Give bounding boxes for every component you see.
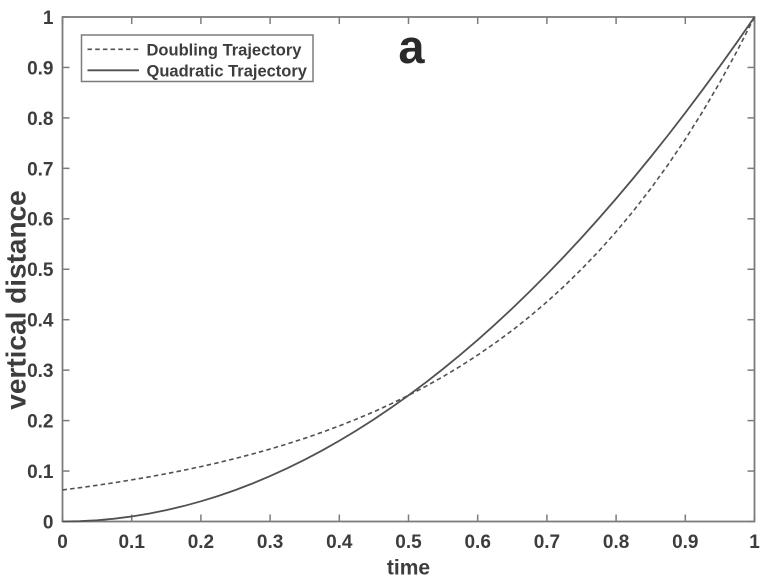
y-tick-label: 0.1 bbox=[27, 462, 54, 483]
y-tick-label: 0 bbox=[43, 512, 54, 533]
series-line-solid bbox=[62, 16, 756, 523]
y-tick-labels: 0 0.1 0.2 0.3 0.4 0.5 0.6 0.7 0.8 0.9 1 bbox=[27, 8, 54, 534]
x-tick-label: 0.8 bbox=[603, 532, 629, 553]
data-series bbox=[62, 16, 756, 523]
legend-box bbox=[80, 34, 314, 83]
panel-annotation: a bbox=[398, 20, 425, 73]
plot-border bbox=[61, 16, 756, 523]
y-tick-label: 0.2 bbox=[27, 412, 53, 433]
legend-label-quadratic: Quadratic Trajectory bbox=[147, 62, 308, 80]
x-tick-label: 1 bbox=[749, 532, 760, 553]
legend-label-doubling: Doubling Trajectory bbox=[147, 41, 303, 59]
x-tick-label: 0.7 bbox=[534, 532, 560, 553]
y-tick-label: 0.9 bbox=[27, 58, 53, 79]
y-tick-label: 0.5 bbox=[27, 260, 54, 281]
x-tick-label: 0.3 bbox=[257, 532, 283, 553]
legend: Doubling Trajectory Quadratic Trajectory bbox=[80, 34, 314, 83]
x-axis-label: time bbox=[387, 557, 430, 579]
y-tick-label: 0.4 bbox=[27, 311, 54, 332]
y-tick-label: 0.7 bbox=[27, 159, 53, 180]
x-tick-label: 0.1 bbox=[118, 532, 145, 553]
axis-ticks bbox=[61, 16, 756, 523]
x-tick-labels: 0 0.1 0.2 0.3 0.4 0.5 0.6 0.7 0.8 0.9 1 bbox=[57, 532, 760, 553]
y-axis-label: vertical distance bbox=[1, 190, 32, 409]
x-tick-label: 0.5 bbox=[395, 532, 422, 553]
y-tick-label: 0.8 bbox=[27, 109, 53, 130]
x-tick-label: 0.2 bbox=[188, 532, 214, 553]
x-tick-label: 0.6 bbox=[464, 532, 490, 553]
x-tick-label: 0.4 bbox=[326, 532, 353, 553]
y-tick-label: 0.3 bbox=[27, 361, 53, 382]
y-tick-label: 0.6 bbox=[27, 210, 53, 231]
x-tick-label: 0.9 bbox=[672, 532, 698, 553]
x-tick-label: 0 bbox=[57, 532, 68, 553]
series-line-dashed bbox=[62, 16, 756, 491]
y-tick-label: 1 bbox=[43, 8, 54, 29]
